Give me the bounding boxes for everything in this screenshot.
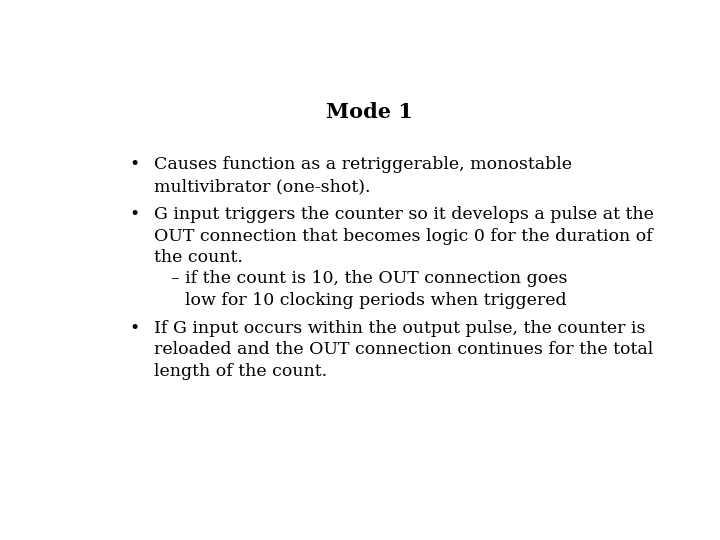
Text: low for 10 clocking periods when triggered: low for 10 clocking periods when trigger… [185, 292, 567, 308]
Text: reloaded and the OUT connection continues for the total: reloaded and the OUT connection continue… [154, 341, 654, 359]
Text: •: • [129, 156, 139, 173]
Text: G input triggers the counter so it develops a pulse at the: G input triggers the counter so it devel… [154, 206, 654, 223]
Text: •: • [129, 206, 139, 223]
Text: multivibrator (one-shot).: multivibrator (one-shot). [154, 178, 371, 195]
Text: Mode 1: Mode 1 [325, 102, 413, 122]
Text: – if the count is 10, the OUT connection goes: – if the count is 10, the OUT connection… [171, 270, 567, 287]
Text: If G input occurs within the output pulse, the counter is: If G input occurs within the output puls… [154, 320, 646, 337]
Text: the count.: the count. [154, 249, 243, 266]
Text: •: • [129, 320, 139, 337]
Text: Causes function as a retriggerable, monostable: Causes function as a retriggerable, mono… [154, 156, 572, 173]
Text: length of the count.: length of the count. [154, 363, 328, 380]
Text: OUT connection that becomes logic 0 for the duration of: OUT connection that becomes logic 0 for … [154, 228, 653, 245]
